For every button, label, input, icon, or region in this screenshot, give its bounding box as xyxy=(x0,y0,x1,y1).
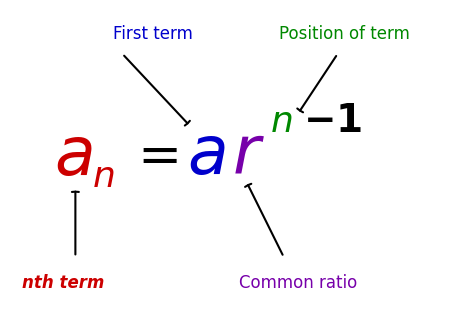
Text: First term: First term xyxy=(113,24,192,43)
Text: Common ratio: Common ratio xyxy=(239,274,357,292)
Text: nth term: nth term xyxy=(22,274,105,292)
Text: $\mathit{n}$: $\mathit{n}$ xyxy=(270,105,293,138)
Text: $\mathbf{-1}$: $\mathbf{-1}$ xyxy=(303,103,363,140)
Text: $\mathit{r}$: $\mathit{r}$ xyxy=(232,123,265,188)
Text: $\mathit{a}$: $\mathit{a}$ xyxy=(54,124,92,190)
Text: $=$: $=$ xyxy=(127,130,178,181)
Text: Position of term: Position of term xyxy=(279,24,410,43)
Text: $\mathit{n}$: $\mathit{n}$ xyxy=(92,160,115,194)
Text: $\mathit{a}$: $\mathit{a}$ xyxy=(187,123,226,188)
